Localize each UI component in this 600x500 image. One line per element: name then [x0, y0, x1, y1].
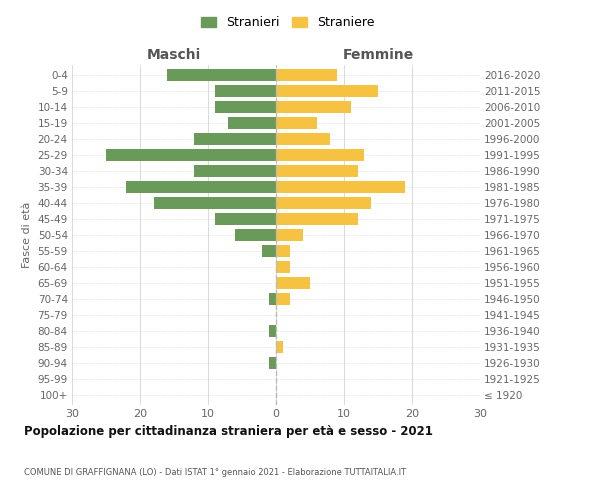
- Bar: [167, 68, 276, 80]
- Y-axis label: Fasce di età: Fasce di età: [22, 202, 32, 268]
- Bar: [154, 197, 276, 209]
- Bar: [276, 181, 405, 193]
- Bar: [106, 149, 276, 161]
- Bar: [276, 261, 290, 273]
- Text: Femmine: Femmine: [343, 48, 413, 62]
- Bar: [276, 149, 364, 161]
- Bar: [276, 84, 378, 96]
- Bar: [269, 293, 276, 305]
- Bar: [276, 229, 303, 241]
- Bar: [215, 84, 276, 96]
- Bar: [215, 213, 276, 225]
- Bar: [276, 293, 290, 305]
- Bar: [276, 68, 337, 80]
- Bar: [276, 100, 351, 112]
- Bar: [229, 116, 276, 128]
- Bar: [276, 245, 290, 257]
- Bar: [215, 100, 276, 112]
- Bar: [276, 341, 283, 353]
- Bar: [194, 133, 276, 145]
- Text: Maschi: Maschi: [147, 48, 201, 62]
- Bar: [262, 245, 276, 257]
- Legend: Stranieri, Straniere: Stranieri, Straniere: [196, 11, 380, 34]
- Bar: [235, 229, 276, 241]
- Bar: [276, 277, 310, 289]
- Bar: [194, 165, 276, 177]
- Bar: [276, 197, 371, 209]
- Text: COMUNE DI GRAFFIGNANA (LO) - Dati ISTAT 1° gennaio 2021 - Elaborazione TUTTAITAL: COMUNE DI GRAFFIGNANA (LO) - Dati ISTAT …: [24, 468, 406, 477]
- Bar: [276, 165, 358, 177]
- Bar: [269, 325, 276, 337]
- Bar: [276, 116, 317, 128]
- Bar: [276, 133, 331, 145]
- Bar: [276, 213, 358, 225]
- Text: Popolazione per cittadinanza straniera per età e sesso - 2021: Popolazione per cittadinanza straniera p…: [24, 425, 433, 438]
- Bar: [127, 181, 276, 193]
- Bar: [269, 358, 276, 370]
